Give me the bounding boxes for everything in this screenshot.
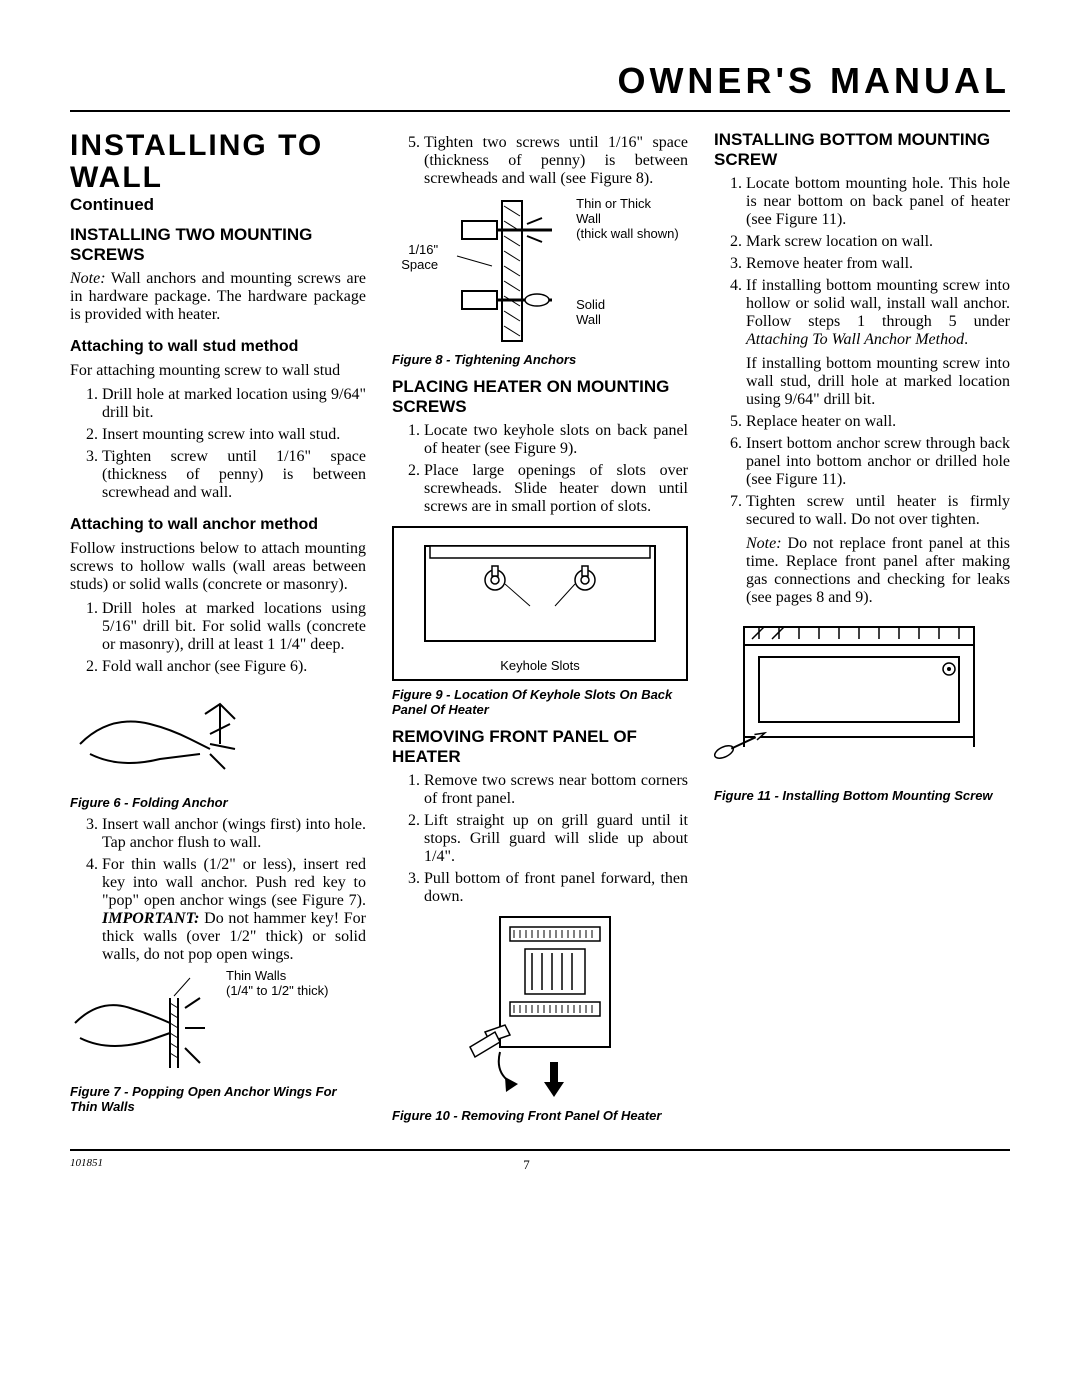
list-item: Place large openings of slots over screw… [424, 462, 688, 516]
placing-steps: Locate two keyhole slots on back panel o… [392, 422, 688, 516]
fig9-label: Keyhole Slots [394, 658, 686, 679]
fig8-thick-shown: (thick wall shown) [576, 226, 679, 241]
footer: 101851 7 [70, 1151, 1010, 1173]
column-2: Tighten two screws until 1/16" space (th… [392, 130, 688, 1123]
fig7-label-thickness: (1/4" to 1/2" thick) [226, 983, 328, 998]
note-text: Wall anchors and mounting screws are in … [70, 270, 366, 323]
fig8-solid-wall: Wall [576, 312, 679, 327]
fig8-space-2: Space [401, 257, 438, 272]
figure-10-caption: Figure 10 - Removing Front Panel Of Heat… [392, 1108, 688, 1123]
method-stud-intro: For attaching mounting screw to wall stu… [70, 362, 366, 380]
list-item: Tighten screw until 1/16" space (thickne… [102, 448, 366, 502]
manual-page: OWNER'S MANUAL INSTALLING TO WALL Contin… [0, 0, 1080, 1213]
method-stud-steps: Drill hole at marked location using 9/64… [70, 386, 366, 502]
column-3: INSTALLING BOTTOM MOUNTING SCREW Locate … [714, 130, 1010, 1123]
step4-text-a: For thin walls (1/2" or less), insert re… [102, 856, 366, 909]
main-heading: INSTALLING TO WALL [70, 130, 366, 193]
figure-6 [70, 684, 366, 789]
figure-8-caption: Figure 8 - Tightening Anchors [392, 352, 688, 367]
fig8-thin-thick: Thin or Thick [576, 196, 679, 211]
fig8-solid: Solid [576, 297, 679, 312]
figure-10 [392, 912, 688, 1102]
page-number: 7 [103, 1157, 950, 1173]
fig7-label-thin: Thin Walls [226, 968, 328, 983]
header-rule [70, 110, 1010, 112]
method-anchor-heading: Attaching to wall anchor method [70, 516, 366, 534]
figure-11-caption: Figure 11 - Installing Bottom Mounting S… [714, 788, 1010, 803]
list-item: Locate bottom mounting hole. This hole i… [746, 175, 1010, 229]
subheading-install-screws: INSTALLING TWO MOUNTING SCREWS [70, 225, 366, 264]
method-anchor-intro: Follow instructions below to attach moun… [70, 540, 366, 594]
continued-steps: Tighten two screws until 1/16" space (th… [392, 134, 688, 188]
step4a: If installing bottom mounting screw into… [746, 277, 1010, 330]
list-item: Insert wall anchor (wings first) into ho… [102, 816, 366, 852]
page-title: OWNER'S MANUAL [70, 60, 1010, 102]
list-item: Mark screw location on wall. [746, 233, 1010, 251]
doc-number: 101851 [70, 1157, 103, 1169]
removing-steps: Remove two screws near bottom corners of… [392, 772, 688, 906]
list-item: Remove two screws near bottom corners of… [424, 772, 688, 808]
list-item: Pull bottom of front panel forward, then… [424, 870, 688, 906]
list-item: Replace heater on wall. [746, 413, 1010, 431]
list-item: If installing bottom mounting screw into… [746, 277, 1010, 409]
step4-italic: Attaching To Wall Anchor Method [746, 331, 964, 348]
bottom-screw-heading: INSTALLING BOTTOM MOUNTING SCREW [714, 130, 1010, 169]
bottom-screw-icon [714, 617, 994, 777]
list-item: Insert mounting screw into wall stud. [102, 426, 366, 444]
keyhole-slots-icon [415, 538, 665, 648]
step7-note: Note: Do not replace front panel at this… [746, 535, 1010, 607]
note-paragraph: Note: Wall anchors and mounting screws a… [70, 270, 366, 324]
columns: INSTALLING TO WALL Continued INSTALLING … [70, 130, 1010, 1123]
step4-para2: If installing bottom mounting screw into… [746, 355, 1010, 409]
list-item: Tighten screw until heater is firmly sec… [746, 493, 1010, 607]
method-anchor-steps-cont: Insert wall anchor (wings first) into ho… [70, 816, 366, 964]
figure-6-caption: Figure 6 - Folding Anchor [70, 795, 366, 810]
list-item: Locate two keyhole slots on back panel o… [424, 422, 688, 458]
figure-7-caption: Figure 7 - Popping Open Anchor Wings For… [70, 1084, 366, 1114]
important-label: IMPORTANT: [102, 910, 199, 927]
list-item: Drill hole at marked location using 9/64… [102, 386, 366, 422]
step7a: Tighten screw until heater is firmly sec… [746, 493, 1010, 528]
list-item: Fold wall anchor (see Figure 6). [102, 658, 366, 676]
removing-panel-icon [440, 912, 640, 1102]
column-1: INSTALLING TO WALL Continued INSTALLING … [70, 130, 366, 1123]
note-prefix: Note: [70, 270, 106, 287]
folding-anchor-icon [70, 684, 270, 784]
figure-8: 1/16" Space Thi [392, 196, 688, 346]
step4b: . [964, 331, 968, 348]
fig8-space-1: 1/16" [401, 242, 438, 257]
method-anchor-steps: Drill holes at marked locations using 5/… [70, 600, 366, 676]
note-prefix-2: Note: [746, 535, 782, 552]
bottom-steps: Locate bottom mounting hole. This hole i… [714, 175, 1010, 607]
continued-label: Continued [70, 195, 366, 215]
list-item: For thin walls (1/2" or less), insert re… [102, 856, 366, 964]
placing-heading: PLACING HEATER ON MOUNTING SCREWS [392, 377, 688, 416]
method-stud-heading: Attaching to wall stud method [70, 338, 366, 356]
removing-heading: REMOVING FRONT PANEL OF HEATER [392, 727, 688, 766]
list-item: Tighten two screws until 1/16" space (th… [424, 134, 688, 188]
figure-9-caption: Figure 9 - Location Of Keyhole Slots On … [392, 687, 688, 717]
figure-11 [714, 617, 1010, 782]
list-item: Insert bottom anchor screw through back … [746, 435, 1010, 489]
tightening-anchors-icon [442, 196, 572, 346]
popping-anchor-icon [70, 968, 220, 1078]
step7-note-text: Do not replace front panel at this time.… [746, 535, 1010, 606]
list-item: Drill holes at marked locations using 5/… [102, 600, 366, 654]
figure-7: Thin Walls (1/4" to 1/2" thick) [70, 968, 366, 1078]
list-item: Remove heater from wall. [746, 255, 1010, 273]
figure-9: Keyhole Slots [392, 526, 688, 681]
fig8-wall: Wall [576, 211, 679, 226]
list-item: Lift straight up on grill guard until it… [424, 812, 688, 866]
